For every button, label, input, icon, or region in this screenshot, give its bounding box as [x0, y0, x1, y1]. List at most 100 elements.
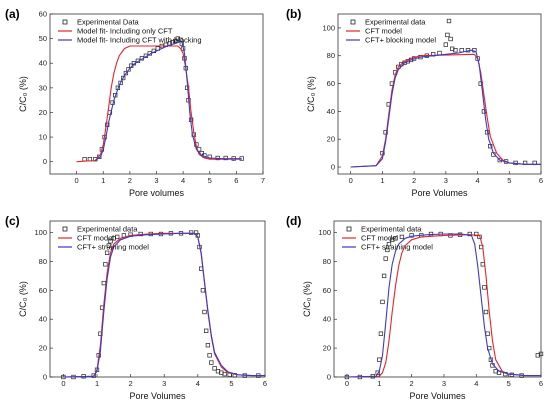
x-tick-label: 4: [181, 176, 185, 185]
x-axis-label: Pore volumes: [129, 188, 185, 198]
x-axis-label: Pore Volumes: [409, 391, 466, 401]
x-tick-label: 2: [410, 379, 414, 388]
y-axis-label: C/C₀ (%): [306, 76, 316, 112]
data-point: [467, 231, 472, 237]
series-line: [76, 45, 242, 163]
data-point: [538, 351, 544, 357]
panel-label: (a): [5, 7, 20, 21]
y-tick-label: 60: [39, 10, 47, 19]
legend-entry: Experimental data: [361, 225, 422, 234]
data-point: [204, 328, 209, 333]
legend-swatch: [350, 19, 356, 25]
y-tick-label: 60: [39, 286, 47, 295]
x-tick-label: 1: [101, 176, 105, 185]
y-tick-label: 20: [39, 108, 47, 117]
data-point: [445, 32, 450, 38]
data-point: [443, 42, 448, 47]
x-tick-label: 7: [261, 176, 265, 185]
legend-entry: CFT+ straining model: [361, 243, 433, 252]
data-point: [385, 247, 390, 253]
data-point: [91, 373, 96, 378]
x-tick-label: 3: [162, 379, 166, 388]
series-line: [350, 49, 541, 168]
panel-label: (c): [5, 214, 20, 228]
series-line: [94, 40, 242, 161]
data-point: [393, 236, 398, 241]
data-point: [381, 273, 387, 279]
x-tick-label: 1: [377, 379, 381, 388]
y-tick-label: 30: [39, 83, 47, 92]
data-point: [108, 239, 113, 244]
x-tick-label: 3: [154, 176, 158, 185]
legend-entry: CFT+ straining model: [77, 243, 149, 252]
x-tick-label: 2: [412, 176, 416, 185]
data-point: [202, 309, 207, 315]
x-tick-label: 4: [196, 379, 200, 388]
y-tick-label: 40: [323, 315, 331, 324]
data-point: [121, 75, 126, 81]
legend-swatch: [62, 226, 68, 232]
x-tick-label: 0: [75, 176, 79, 185]
data-point: [123, 70, 129, 76]
series-line: [346, 234, 541, 378]
x-tick-label: 4: [475, 176, 479, 185]
y-tick-label: 40: [327, 107, 335, 116]
y-tick-label: 20: [39, 344, 47, 353]
y-tick-label: 0: [331, 163, 335, 172]
data-point: [450, 46, 455, 51]
data-point: [378, 331, 384, 336]
legend-entry: Experimental data: [365, 18, 426, 27]
legend-entry: CFT model: [361, 234, 398, 243]
x-tick-label: 0: [61, 379, 65, 388]
y-tick-label: 100: [34, 228, 47, 237]
x-tick-label: 5: [229, 379, 233, 388]
legend-entry: Experimental Data: [77, 18, 140, 27]
x-axis-label: Pore Volumes: [411, 188, 468, 198]
data-point: [103, 262, 108, 267]
data-point: [386, 241, 392, 247]
panel-a: (a) 0 1 2 3 4 5 6 7 0 10 20 30 40 50 60 Pore volumes C/C₀…: [5, 7, 265, 198]
legend-entry: CFT model: [77, 234, 114, 243]
x-tick-label: 1: [380, 176, 384, 185]
y-tick-label: 0: [327, 373, 331, 382]
y-tick-label: 20: [323, 344, 331, 353]
data-point: [482, 285, 487, 290]
data-point: [126, 67, 131, 72]
data-point: [222, 371, 227, 377]
x-tick-label: 3: [444, 176, 448, 185]
x-tick-label: 4: [474, 379, 478, 388]
data-point: [223, 155, 228, 161]
data-point: [205, 343, 211, 348]
data-point: [383, 256, 388, 261]
legend-entry: Model fit- Including CFT with blocking: [77, 36, 202, 45]
data-point: [399, 234, 405, 240]
x-tick-label: 5: [208, 176, 212, 185]
data-point: [200, 288, 206, 293]
x-axis-label: Pore Volumes: [129, 391, 186, 401]
legend-entry: Model fit- Including only CFT: [77, 27, 173, 36]
panel-label: (b): [286, 7, 301, 21]
legend-entry: CFT model: [365, 27, 402, 36]
data-point: [209, 360, 214, 365]
data-point: [409, 233, 414, 238]
legend-swatch: [346, 226, 352, 232]
data-point: [453, 48, 458, 53]
data-point: [448, 36, 453, 42]
x-tick-label: 1: [95, 379, 99, 388]
data-point: [118, 80, 123, 86]
y-tick-label: 100: [318, 228, 331, 237]
x-tick-label: 2: [129, 379, 133, 388]
x-tick-label: 6: [539, 176, 543, 185]
data-point: [446, 18, 452, 24]
y-axis-label: C/C₀ (%): [18, 76, 28, 112]
y-tick-label: 0: [43, 373, 47, 382]
y-tick-label: 40: [39, 59, 47, 68]
data-point: [115, 234, 120, 240]
y-tick-label: 50: [39, 34, 47, 43]
y-tick-label: 60: [327, 79, 335, 88]
plot-frame: [49, 220, 266, 378]
y-tick-label: 100: [322, 23, 335, 32]
